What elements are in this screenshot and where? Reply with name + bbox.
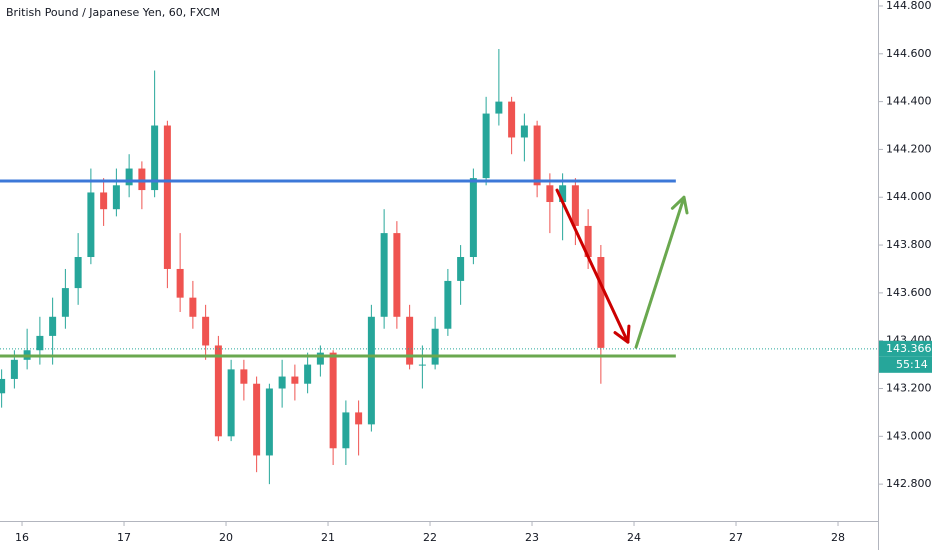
candle-body	[304, 364, 312, 384]
x-tick-label: 17	[117, 531, 131, 544]
candle-body	[0, 378, 6, 394]
candle-body	[278, 376, 286, 389]
candle-body	[202, 316, 210, 346]
candle-body	[431, 328, 439, 365]
candle-body	[393, 233, 401, 317]
current-price-label: 143.366	[886, 342, 932, 355]
candle-body	[457, 257, 465, 281]
candle-body	[138, 168, 146, 191]
arrow-line	[555, 188, 630, 344]
candle-body	[469, 178, 477, 258]
candle-body	[100, 192, 108, 210]
x-tick-label: 27	[729, 531, 743, 544]
x-tick-label: 24	[627, 531, 641, 544]
candle-body	[571, 185, 579, 226]
candle-body	[418, 364, 426, 366]
x-tick-label: 20	[219, 531, 233, 544]
candle-body	[151, 125, 159, 191]
candle-body	[291, 376, 299, 384]
candle-body	[253, 383, 261, 456]
y-tick-label: 144.000	[886, 190, 932, 203]
y-tick-label: 143.800	[886, 238, 932, 251]
candle-body	[125, 168, 133, 186]
y-tick-label: 144.600	[886, 47, 932, 60]
candle-body	[495, 101, 503, 114]
candle-body	[87, 192, 95, 258]
candle-body	[380, 233, 388, 317]
arrow-line	[634, 195, 686, 349]
candle-body	[176, 268, 184, 298]
y-tick-label: 144.800	[886, 0, 932, 12]
candle-body	[112, 185, 120, 210]
candle-body	[546, 185, 554, 203]
candle-body	[533, 125, 541, 186]
candle-body	[329, 352, 337, 449]
candle-body	[584, 225, 592, 258]
candle-body	[10, 359, 18, 379]
candle-body	[74, 257, 82, 289]
candle-body	[36, 335, 44, 351]
candle-body	[227, 369, 235, 437]
candle-body	[265, 388, 273, 456]
x-tick-label: 23	[525, 531, 539, 544]
candle-body	[49, 316, 57, 336]
x-tick-label: 28	[831, 531, 845, 544]
chart-title: British Pound / Japanese Yen, 60, FXCM	[6, 6, 220, 19]
x-tick-label: 16	[15, 531, 29, 544]
countdown-label: 55:14	[896, 358, 928, 371]
candle-body	[61, 288, 69, 317]
candle-body	[214, 345, 222, 437]
candle-body	[342, 412, 350, 449]
candle-body	[406, 316, 414, 365]
candle-body	[444, 280, 452, 329]
y-tick-label: 143.000	[886, 429, 932, 442]
y-tick-label: 144.200	[886, 142, 932, 155]
x-tick-label: 22	[423, 531, 437, 544]
arrow-head	[613, 324, 631, 344]
candle-body	[520, 125, 528, 138]
arrow-head	[670, 195, 689, 215]
current-price-box	[879, 340, 932, 357]
candle-body	[240, 369, 248, 384]
candle-body	[316, 352, 324, 365]
x-tick-label: 21	[321, 531, 335, 544]
candle-body	[559, 185, 567, 203]
candle-body	[482, 113, 490, 179]
candle-body	[189, 297, 197, 317]
candle-body	[163, 125, 171, 269]
candle-body	[355, 412, 363, 425]
y-tick-label: 143.200	[886, 382, 932, 395]
y-tick-label: 143.600	[886, 286, 932, 299]
countdown-box	[879, 356, 932, 373]
candle-body	[367, 316, 375, 425]
candle-body	[508, 101, 516, 138]
y-tick-label: 144.400	[886, 95, 932, 108]
candle-body	[597, 257, 605, 348]
y-tick-label: 142.800	[886, 477, 932, 490]
